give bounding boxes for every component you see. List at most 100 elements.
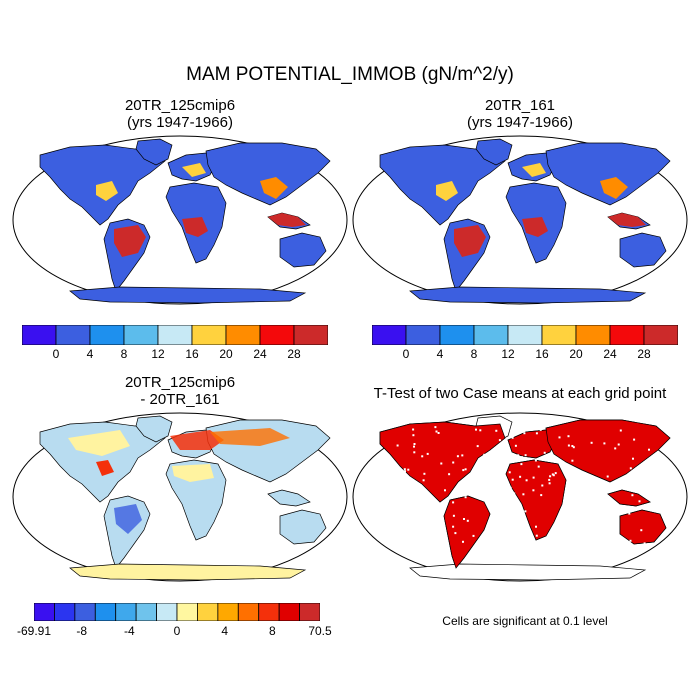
nonsignificant-cell <box>535 432 538 435</box>
nonsignificant-cell <box>513 492 516 495</box>
nonsignificant-cell <box>632 457 634 460</box>
nonsignificant-cell <box>522 493 525 496</box>
nonsignificant-cell <box>495 429 498 432</box>
nonsignificant-cell <box>511 478 514 481</box>
europe-warm-region <box>182 163 206 177</box>
colorbar-swatch <box>259 325 295 345</box>
colorbar-swatch <box>94 603 117 621</box>
colorbar-swatch <box>405 325 441 345</box>
canada-positive-region <box>68 430 130 456</box>
nonsignificant-cell <box>511 514 514 517</box>
nonsignificant-cell <box>396 444 399 447</box>
nonsignificant-cell <box>472 534 475 537</box>
colorbar-tick-label: -69.91 <box>16 624 52 638</box>
nonsignificant-cell <box>461 454 464 457</box>
colorbar-swatch <box>217 603 239 621</box>
nonsignificant-cell <box>407 468 410 471</box>
significant-northAmerica <box>379 421 506 503</box>
nonsignificant-cell <box>571 459 574 462</box>
nonsignificant-cell <box>503 492 506 494</box>
nonsignificant-cell <box>540 494 543 497</box>
nonsignificant-cell <box>647 465 650 467</box>
continent-antarctica <box>409 286 647 304</box>
colorbar-swatch <box>225 325 261 345</box>
nonsignificant-cell <box>462 540 464 543</box>
nonsignificant-cell <box>424 513 427 516</box>
nonsignificant-cell <box>614 447 617 450</box>
amazon-high-region <box>114 225 146 257</box>
nonsignificant-cell <box>609 499 612 502</box>
nonsignificant-cell <box>551 473 554 476</box>
panel4-title: T-Test of two Case means at each grid po… <box>350 385 690 402</box>
nonsignificant-cell <box>412 428 415 431</box>
nonsignificant-cell <box>629 467 632 470</box>
nonsignificant-cell <box>573 503 576 506</box>
colorbar-tick-label: 28 <box>287 347 301 361</box>
nonsignificant-cell <box>572 446 575 449</box>
continent-asia <box>205 142 331 206</box>
panel1-title-line1: 20TR_125cmip6 <box>124 97 236 114</box>
colorbar-swatch <box>643 325 678 345</box>
continent-australia <box>279 232 327 268</box>
amazon-negative-region <box>114 504 142 534</box>
nonsignificant-cell <box>520 463 523 466</box>
nonsignificant-cell <box>537 465 540 468</box>
panel4-title-line1: T-Test of two Case means at each grid po… <box>373 385 667 402</box>
colorbar-swatch <box>473 325 509 345</box>
na-east-positive-region <box>96 460 114 476</box>
nonsignificant-cell <box>648 448 650 451</box>
nonsignificant-cell <box>593 536 596 539</box>
colorbar-swatch <box>55 325 91 345</box>
nonsignificant-cell <box>603 442 606 445</box>
nonsignificant-cell <box>475 428 477 431</box>
nonsignificant-cell <box>541 484 544 487</box>
sahara-positive-region <box>172 464 214 482</box>
nonsignificant-cell <box>543 451 546 454</box>
nonsignificant-cell <box>485 468 487 470</box>
colorbar-tick-label: 0 <box>52 347 60 361</box>
nonsignificant-cell <box>510 453 513 456</box>
colorbar-tick-label: 16 <box>535 347 549 361</box>
nonsignificant-cell <box>452 514 455 517</box>
nonsignificant-cell <box>525 479 528 482</box>
nonsignificant-cell <box>617 443 620 446</box>
colorbar-tick-label: 4 <box>221 624 229 638</box>
nonsignificant-cell <box>444 489 446 492</box>
continent-greenland <box>475 138 513 166</box>
colorbar-tick-label: -4 <box>123 624 135 638</box>
europe-positive-region <box>170 430 224 450</box>
nonsignificant-cell <box>548 478 551 481</box>
nonsignificant-cell <box>537 544 540 547</box>
map-panel3 <box>12 412 348 582</box>
nonsignificant-cell <box>483 543 486 546</box>
nonsignificant-cell <box>436 544 438 547</box>
nonsignificant-cell <box>482 476 485 479</box>
nonsignificant-cell <box>392 516 395 519</box>
nonsignificant-cell <box>464 468 467 471</box>
colorbar-swatch <box>176 603 198 621</box>
nonsignificant-cell <box>631 494 634 497</box>
colorbar-tick-label: 0 <box>173 624 181 638</box>
nonsignificant-cell <box>403 468 406 471</box>
nonsignificant-cell <box>476 445 479 448</box>
nonsignificant-cell <box>652 492 655 495</box>
nonsignificant-cell <box>437 432 440 434</box>
nonsignificant-cell <box>520 456 523 459</box>
nonsignificant-cell <box>516 544 519 547</box>
map-panel2 <box>352 135 688 305</box>
colorbar-swatch <box>575 325 611 345</box>
nonsignificant-cell <box>519 475 522 478</box>
congo-high-region <box>522 217 548 237</box>
panel3-title-line2: - 20TR_161 <box>140 391 220 408</box>
nonsignificant-cell <box>567 435 570 438</box>
nonsignificant-cell <box>509 436 512 439</box>
nonsignificant-cell <box>498 487 501 490</box>
nonsignificant-cell <box>583 502 586 505</box>
nonsignificant-cell <box>404 470 406 473</box>
nonsignificant-cell <box>426 452 429 455</box>
colorbar-tick-label: 12 <box>501 347 515 361</box>
nonsignificant-cell <box>594 504 597 507</box>
colorbar-tick-label: 4 <box>436 347 444 361</box>
colorbar-panel2-labels: 0 4 8 12 16 20 24 28 <box>372 347 678 363</box>
colorbar-panel1 <box>22 325 328 345</box>
